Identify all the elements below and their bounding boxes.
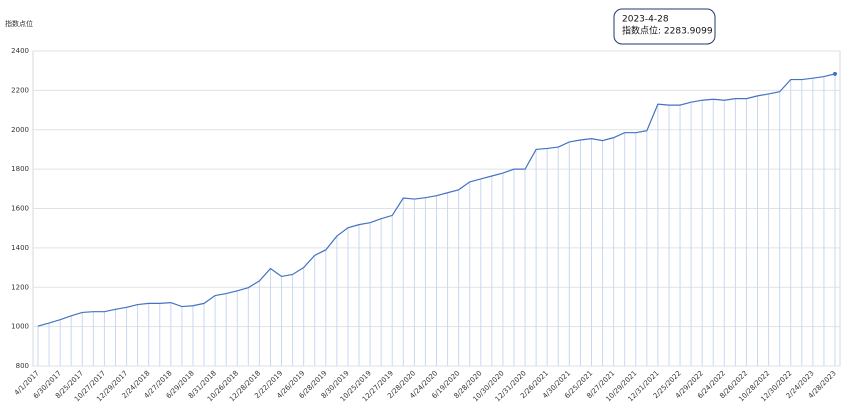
y-tick-label: 2400 <box>11 47 29 55</box>
y-axis-title: 指数点位 <box>5 19 33 28</box>
y-tick-label: 1600 <box>11 205 29 213</box>
y-tick-label: 2000 <box>11 126 29 134</box>
series-line <box>37 73 836 327</box>
tooltip-value: 指数点位: 2283.9099 <box>622 25 713 37</box>
tooltip-box <box>613 8 716 45</box>
highlight-point <box>833 71 837 76</box>
y-tick-label: 2200 <box>11 86 29 94</box>
y-tick-label: 1400 <box>11 244 29 252</box>
tooltip-date: 2023-4-28 <box>622 15 669 25</box>
y-tick-label: 1000 <box>11 323 29 331</box>
plot-area: 800100012001400160018002000220024004/1/2… <box>11 47 841 403</box>
y-tick-label: 1800 <box>11 165 29 173</box>
y-tick-label: 1200 <box>11 283 29 291</box>
tooltip: 2023-4-28 指数点位: 2283.9099 <box>613 8 716 45</box>
y-tick-label: 800 <box>16 362 29 370</box>
